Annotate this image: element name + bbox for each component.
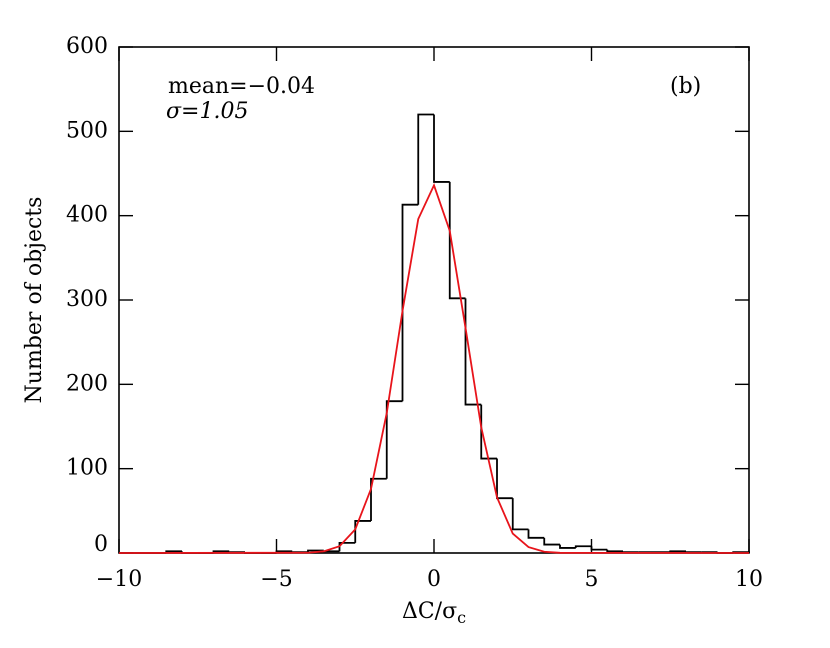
x-tick-label: 0: [427, 567, 441, 592]
histogram-bin: [417, 113, 434, 205]
histogram-bin: [370, 477, 387, 521]
histogram-bin: [685, 551, 702, 554]
histogram-bin: [606, 549, 623, 553]
panel-label: (b): [670, 74, 701, 99]
histogram-bin: [338, 541, 356, 552]
histogram-bin: [511, 498, 529, 531]
histogram-bin: [669, 550, 686, 553]
x-tick-label: 5: [585, 567, 599, 592]
histogram-bin: [590, 546, 608, 551]
annotation: σ=1.05: [166, 99, 248, 124]
x-axis-label-sub: c: [457, 608, 466, 627]
x-tick-label: −5: [260, 567, 292, 592]
y-axis-label: Number of objects: [22, 197, 47, 404]
histogram-bin: [385, 400, 403, 479]
histogram-bin: [401, 203, 419, 402]
x-axis-label-main: ΔC/σ: [402, 599, 457, 624]
histogram-bin: [464, 298, 482, 406]
x-tick-label: 10: [735, 567, 763, 592]
histogram-bin: [480, 404, 497, 460]
histogram-bin: [559, 544, 576, 549]
annotation: mean=−0.04: [168, 74, 315, 99]
histogram-bin: [543, 537, 560, 546]
y-tick-label: 200: [66, 371, 108, 396]
y-tick-label: 500: [66, 118, 108, 143]
y-tick-label: 600: [66, 34, 108, 59]
histogram-bin: [527, 529, 545, 539]
histogram-bin: [307, 549, 324, 553]
histogram-bin: [496, 458, 513, 500]
y-tick-label: 300: [66, 287, 108, 312]
y-tick-label: 400: [66, 203, 108, 228]
histogram-bin: [433, 114, 450, 183]
histogram-bin: [354, 520, 371, 543]
histogram-bin: [574, 545, 592, 548]
y-tick-label: 100: [66, 456, 108, 481]
y-tick-label: 0: [94, 532, 108, 557]
fit-curve: [118, 182, 750, 554]
x-axis-label: ΔC/σc: [402, 599, 466, 627]
x-tick-label: −10: [96, 567, 142, 592]
